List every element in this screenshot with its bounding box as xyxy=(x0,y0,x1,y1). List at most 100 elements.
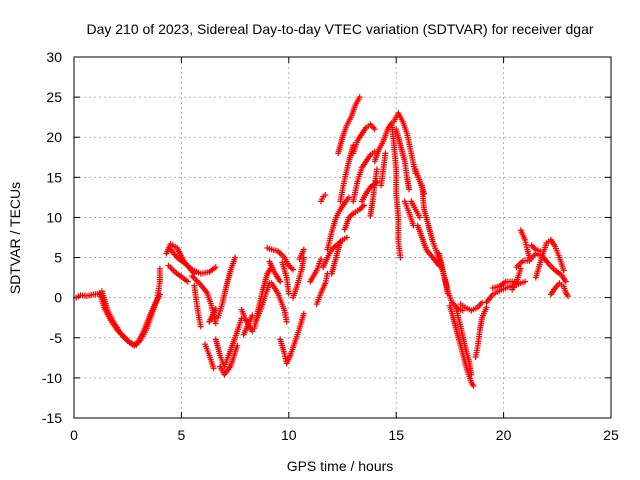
data-point xyxy=(192,275,199,282)
data-point xyxy=(565,293,572,300)
data-track xyxy=(457,299,486,314)
y-tick-label: 10 xyxy=(46,209,62,225)
data-track xyxy=(214,254,239,321)
data-track xyxy=(350,148,378,205)
data-point xyxy=(560,267,567,274)
data-track xyxy=(324,194,352,253)
data-point xyxy=(522,278,529,285)
data-track xyxy=(318,191,329,205)
data-track xyxy=(446,302,477,389)
data-track xyxy=(268,280,290,325)
data-point xyxy=(300,246,307,253)
data-track xyxy=(313,270,331,308)
data-track xyxy=(513,250,569,285)
data-track xyxy=(532,236,567,281)
data-track xyxy=(436,250,466,314)
data-track xyxy=(453,305,475,378)
data-point xyxy=(193,277,200,284)
y-tick-label: 15 xyxy=(46,169,62,185)
data-track xyxy=(388,122,404,261)
data-point xyxy=(517,265,524,272)
data-track xyxy=(167,246,219,277)
data-track xyxy=(367,166,380,219)
data-point xyxy=(406,186,413,193)
x-tick-label: 10 xyxy=(281,427,297,443)
y-tick-label: -15 xyxy=(42,410,62,426)
data-point xyxy=(156,265,163,272)
data-track xyxy=(320,234,350,271)
data-track xyxy=(408,198,423,221)
data-track xyxy=(547,280,572,300)
data-track xyxy=(296,246,307,263)
plot-frame xyxy=(73,56,612,419)
x-tick-label: 25 xyxy=(603,427,619,443)
y-axis-label: SDTVAR / TECUs xyxy=(7,182,23,294)
data-points xyxy=(73,94,572,389)
data-track xyxy=(307,256,325,285)
data-track xyxy=(240,312,256,338)
data-track xyxy=(472,304,490,361)
data-point xyxy=(300,310,307,317)
data-point xyxy=(470,382,477,389)
data-track xyxy=(277,310,307,367)
data-track xyxy=(202,341,217,372)
data-point xyxy=(345,194,352,201)
data-point xyxy=(373,166,380,173)
data-point xyxy=(397,254,404,261)
y-tick-label: 20 xyxy=(46,129,62,145)
data-track xyxy=(414,222,443,269)
y-tick-label: -10 xyxy=(42,370,62,386)
data-track xyxy=(412,166,428,197)
data-point xyxy=(249,328,256,335)
data-point xyxy=(277,278,284,285)
data-point xyxy=(190,274,197,281)
data-point xyxy=(468,371,475,378)
data-point xyxy=(382,150,389,157)
data-point xyxy=(318,256,325,263)
data-point xyxy=(337,238,344,245)
x-tick-label: 15 xyxy=(388,427,404,443)
data-track xyxy=(165,262,191,285)
data-track xyxy=(290,254,307,301)
data-point xyxy=(322,191,329,198)
data-track xyxy=(264,244,297,273)
data-track xyxy=(350,121,378,157)
data-track xyxy=(253,280,273,324)
x-axis-ticks: 0 5 10 15 20 25 xyxy=(70,57,619,443)
data-track xyxy=(517,227,533,261)
chart-title: Day 210 of 2023, Sidereal Day-to-day VTE… xyxy=(86,21,593,37)
data-track xyxy=(98,288,161,349)
y-tick-label: 30 xyxy=(46,49,62,65)
data-track xyxy=(335,94,363,157)
data-point xyxy=(290,266,297,273)
y-axis-ticks: -15 -10 -5 0 5 10 15 20 25 30 xyxy=(42,49,611,426)
data-track xyxy=(73,290,103,301)
y-tick-label: -5 xyxy=(50,330,63,346)
data-track xyxy=(279,259,292,297)
data-point xyxy=(197,323,204,330)
data-track xyxy=(266,258,284,285)
data-track xyxy=(328,238,344,277)
data-point xyxy=(212,320,219,327)
data-point xyxy=(356,94,363,101)
data-point xyxy=(184,278,191,285)
data-point xyxy=(537,248,544,255)
data-point xyxy=(343,234,350,241)
data-track xyxy=(528,242,544,255)
y-tick-label: 5 xyxy=(54,250,62,266)
x-axis-label: GPS time / hours xyxy=(287,458,394,474)
data-point xyxy=(234,342,241,349)
x-tick-label: 20 xyxy=(496,427,512,443)
data-track xyxy=(341,202,367,233)
data-track xyxy=(154,265,163,299)
data-point xyxy=(212,264,219,271)
data-point xyxy=(194,278,201,285)
data-track xyxy=(509,265,524,293)
data-track xyxy=(393,126,413,193)
x-tick-label: 5 xyxy=(178,427,186,443)
data-point xyxy=(285,290,292,297)
data-point xyxy=(562,278,569,285)
data-point xyxy=(210,365,217,372)
data-track xyxy=(212,315,245,370)
